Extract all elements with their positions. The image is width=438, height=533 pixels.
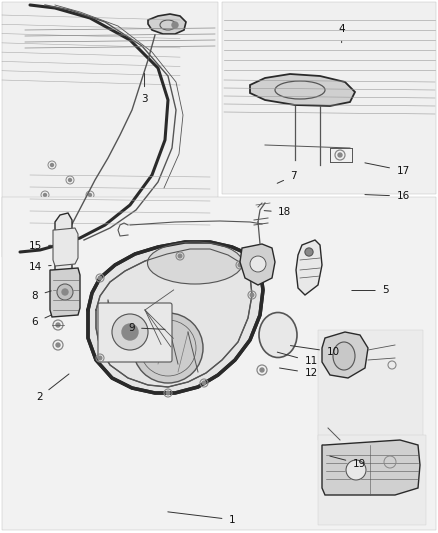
Text: 18: 18: [264, 207, 291, 217]
Text: 8: 8: [32, 291, 51, 301]
Text: 7: 7: [277, 171, 297, 183]
FancyBboxPatch shape: [222, 2, 436, 194]
Circle shape: [109, 208, 112, 212]
FancyBboxPatch shape: [318, 435, 426, 525]
Text: 4: 4: [338, 25, 345, 43]
Polygon shape: [322, 440, 420, 495]
Circle shape: [172, 22, 178, 28]
Text: 6: 6: [32, 315, 51, 327]
Text: 10: 10: [290, 345, 339, 357]
Polygon shape: [55, 213, 72, 293]
Circle shape: [57, 284, 73, 300]
Polygon shape: [53, 228, 78, 266]
Polygon shape: [322, 332, 368, 378]
Circle shape: [178, 254, 182, 258]
Text: 17: 17: [365, 163, 410, 175]
Text: 16: 16: [365, 191, 410, 201]
Circle shape: [250, 256, 266, 272]
Circle shape: [166, 391, 170, 395]
Circle shape: [43, 193, 46, 197]
Polygon shape: [88, 242, 263, 393]
Circle shape: [133, 313, 203, 383]
Circle shape: [122, 324, 138, 340]
Circle shape: [98, 276, 102, 280]
Polygon shape: [240, 244, 275, 285]
Circle shape: [260, 368, 264, 372]
Circle shape: [202, 381, 206, 385]
Circle shape: [346, 460, 366, 480]
Circle shape: [238, 263, 242, 267]
Circle shape: [250, 293, 254, 297]
Text: 15: 15: [28, 241, 51, 251]
Polygon shape: [148, 14, 186, 34]
FancyBboxPatch shape: [318, 330, 423, 440]
FancyBboxPatch shape: [2, 197, 436, 530]
Text: 2: 2: [36, 374, 69, 402]
FancyBboxPatch shape: [98, 303, 172, 362]
Text: 12: 12: [279, 368, 318, 378]
Text: 1: 1: [168, 512, 236, 524]
Text: 5: 5: [352, 286, 389, 295]
Circle shape: [338, 153, 342, 157]
Ellipse shape: [148, 242, 243, 284]
Circle shape: [112, 314, 148, 350]
Text: 19: 19: [330, 456, 366, 469]
Circle shape: [56, 323, 60, 327]
Text: 14: 14: [28, 262, 51, 271]
Circle shape: [56, 343, 60, 347]
Text: 3: 3: [141, 74, 148, 103]
FancyBboxPatch shape: [2, 2, 218, 257]
Circle shape: [88, 193, 92, 197]
Polygon shape: [250, 74, 355, 106]
Text: 9: 9: [128, 323, 165, 333]
Circle shape: [50, 164, 53, 166]
Circle shape: [98, 356, 102, 360]
Polygon shape: [296, 240, 322, 295]
Circle shape: [68, 179, 71, 182]
Circle shape: [305, 248, 313, 256]
Polygon shape: [50, 268, 80, 317]
Ellipse shape: [333, 342, 355, 370]
Ellipse shape: [259, 312, 297, 358]
Polygon shape: [68, 224, 95, 242]
Circle shape: [62, 289, 68, 295]
Text: 11: 11: [277, 352, 318, 366]
